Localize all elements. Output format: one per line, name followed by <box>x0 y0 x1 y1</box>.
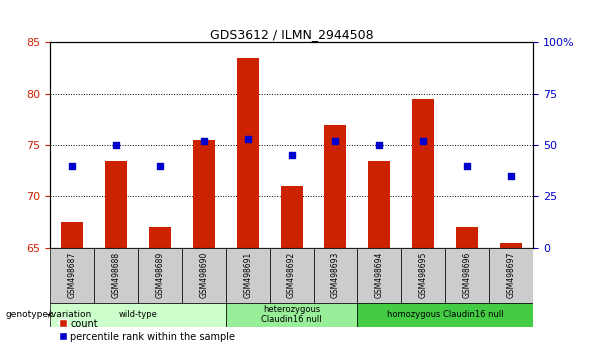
Point <box>155 163 164 169</box>
Bar <box>105 160 127 248</box>
Bar <box>149 227 171 248</box>
Bar <box>500 242 522 248</box>
Legend: count, percentile rank within the sample: count, percentile rank within the sample <box>55 315 239 346</box>
Bar <box>456 227 478 248</box>
Bar <box>193 140 215 248</box>
Bar <box>270 248 313 303</box>
Bar <box>412 99 434 248</box>
Point <box>243 136 252 142</box>
Text: GSM498691: GSM498691 <box>243 252 252 298</box>
Bar <box>445 248 489 303</box>
Point <box>375 142 384 148</box>
Bar <box>182 248 226 303</box>
Bar <box>50 248 94 303</box>
Text: homozygous Claudin16 null: homozygous Claudin16 null <box>387 310 504 319</box>
Bar <box>368 160 391 248</box>
Bar <box>226 248 270 303</box>
Bar <box>280 186 303 248</box>
Point <box>462 163 472 169</box>
Text: GSM498690: GSM498690 <box>199 252 209 298</box>
Bar <box>94 248 138 303</box>
Bar <box>401 248 445 303</box>
Point <box>287 153 296 158</box>
Point <box>507 173 516 179</box>
Bar <box>237 58 259 248</box>
Bar <box>138 248 182 303</box>
Text: wild-type: wild-type <box>118 310 157 319</box>
Bar <box>325 125 346 248</box>
Text: GSM498689: GSM498689 <box>155 252 164 298</box>
Text: GSM498696: GSM498696 <box>463 252 472 298</box>
Point <box>111 142 121 148</box>
Text: GSM498694: GSM498694 <box>375 252 384 298</box>
Bar <box>358 248 401 303</box>
Point <box>419 138 428 144</box>
Text: genotype/variation: genotype/variation <box>6 310 92 319</box>
Bar <box>61 222 83 248</box>
Bar <box>50 303 226 327</box>
Text: GSM498697: GSM498697 <box>507 252 515 298</box>
Bar <box>313 248 358 303</box>
Text: GSM498688: GSM498688 <box>111 252 120 298</box>
Point <box>67 163 77 169</box>
Point <box>331 138 340 144</box>
Bar <box>358 303 533 327</box>
Title: GDS3612 / ILMN_2944508: GDS3612 / ILMN_2944508 <box>210 28 373 41</box>
Text: heterozygous
Claudin16 null: heterozygous Claudin16 null <box>262 305 322 324</box>
Text: GSM498687: GSM498687 <box>68 252 77 298</box>
Text: GSM498693: GSM498693 <box>331 252 340 298</box>
Bar <box>489 248 533 303</box>
Text: GSM498692: GSM498692 <box>287 252 296 298</box>
Bar <box>226 303 358 327</box>
Point <box>199 138 209 144</box>
Text: GSM498695: GSM498695 <box>419 252 428 298</box>
